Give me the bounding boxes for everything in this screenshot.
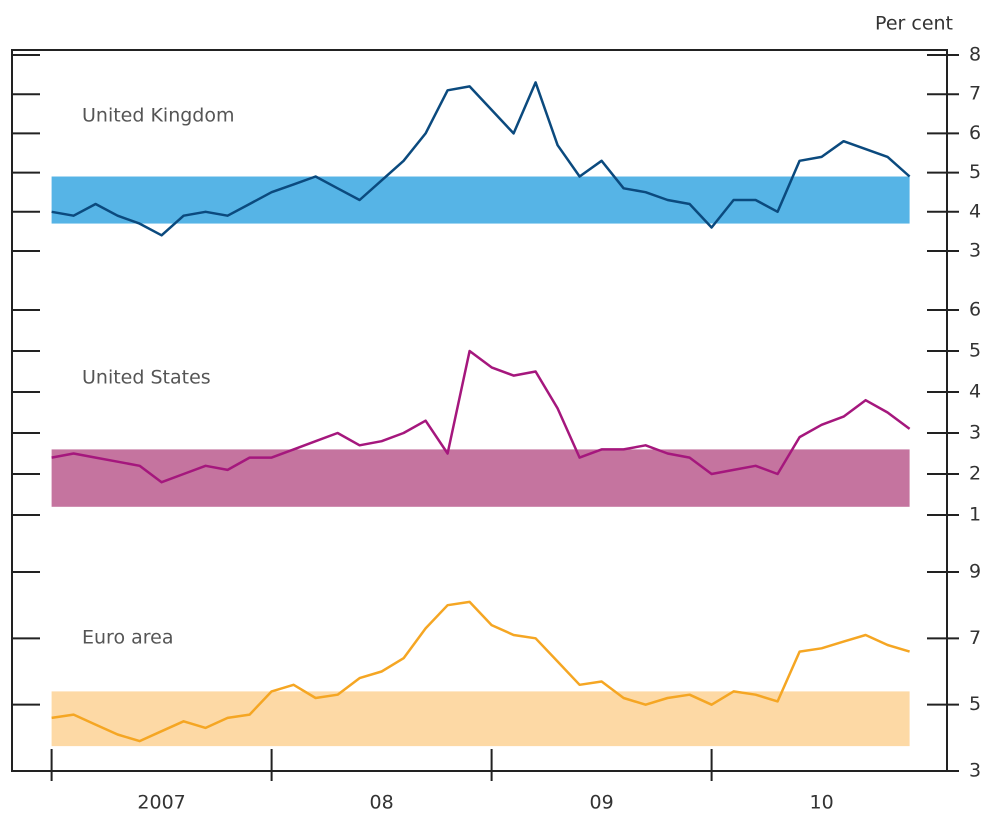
series-line (51, 349, 911, 484)
y-tick-label: 4 (969, 200, 981, 222)
y-tick-label: 6 (969, 122, 981, 144)
series-line (51, 600, 910, 743)
y-tick-label: 7 (969, 83, 981, 105)
y-tick-label: 7 (969, 627, 981, 649)
y-tick-label: 6 (969, 299, 981, 321)
target-band (51, 176, 910, 224)
y-tick-label: 4 (969, 381, 981, 403)
x-tick-label: 09 (590, 792, 614, 814)
y-tick-label: 9 (969, 561, 981, 583)
target-band (51, 691, 910, 747)
y-tick-label: 5 (969, 340, 981, 362)
y-tick-label: 5 (969, 161, 981, 183)
x-tick-label: 08 (370, 792, 394, 814)
y-tick-label: 5 (969, 693, 981, 715)
y-tick-label: 2 (969, 463, 981, 485)
frame (11, 49, 948, 772)
series-line (51, 81, 911, 237)
unit-label: Per cent (875, 13, 953, 35)
series-label: United Kingdom (82, 105, 235, 127)
y-tick-label: 3 (969, 240, 981, 262)
x-tick-label: 2007 (137, 792, 185, 814)
series-label: Euro area (82, 627, 173, 649)
y-tick-label: 3 (969, 760, 981, 782)
y-tick-label: 1 (969, 504, 981, 526)
series-label: United States (82, 367, 211, 389)
x-tick-label: 10 (810, 792, 834, 814)
y-tick-label: 8 (969, 44, 981, 66)
y-tick-label: 3 (969, 422, 981, 444)
target-band (51, 449, 910, 507)
